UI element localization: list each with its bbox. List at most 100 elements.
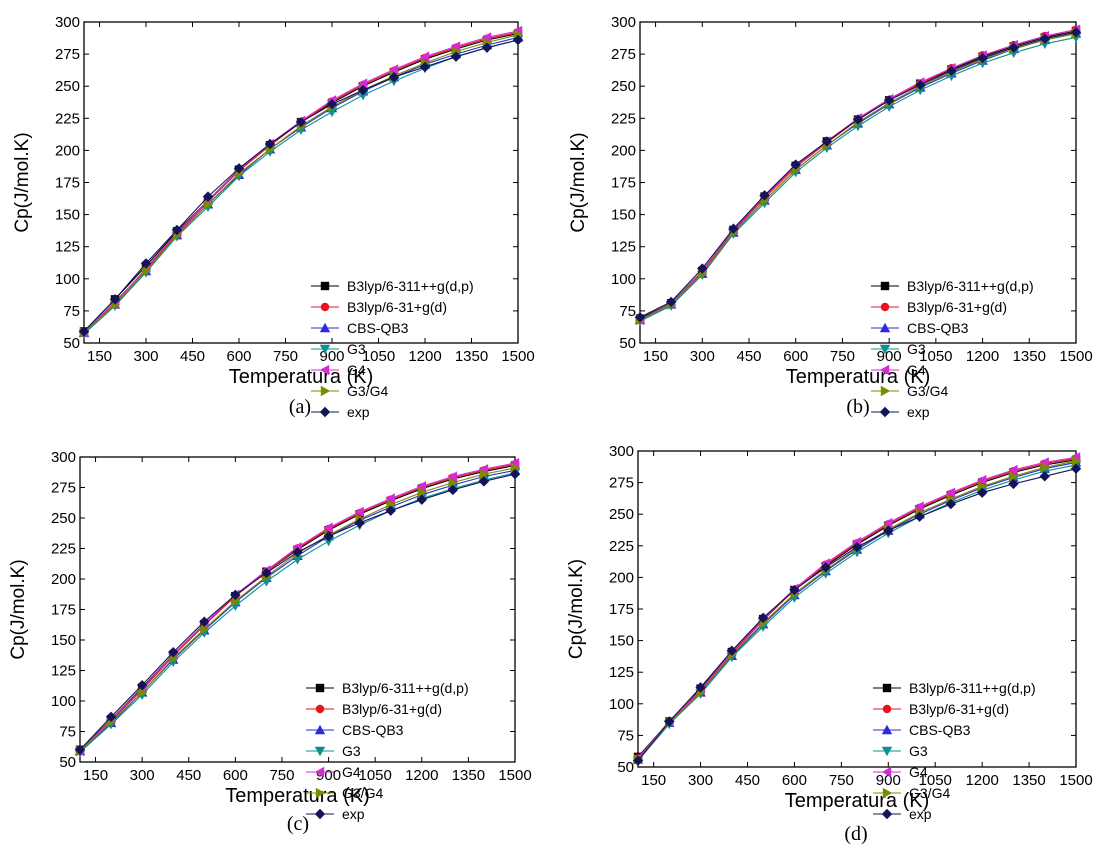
legend-label: B3lyp/6-31+g(d): [347, 299, 447, 315]
data-point: [136, 679, 148, 691]
x-tick-label: 450: [180, 348, 205, 365]
data-point: [697, 263, 708, 274]
data-point: [386, 499, 396, 510]
legend-label: B3lyp/6-311++g(d,p): [347, 278, 474, 294]
data-point: [357, 84, 369, 96]
x-tick-label: 600: [783, 348, 808, 365]
y-tick-label: 275: [611, 46, 636, 63]
series-line: [79, 463, 516, 752]
x-tick-label: 150: [641, 772, 666, 789]
chart-panel-a: 50 75 100 125 150 175 200 225 250 275 300 150 300 450…: [12, 14, 535, 420]
x-tick-label: 1050: [919, 772, 952, 789]
data-point: [757, 612, 769, 624]
series-0: [633, 455, 1081, 762]
legend-marker: [319, 322, 331, 333]
y-axis-label: Cp(J/mol.K): [8, 559, 29, 659]
plot-frame: [639, 21, 1077, 344]
x-tick-label: 1350: [1013, 348, 1046, 365]
legend-marker: [881, 724, 893, 735]
x-tick-label: 150: [87, 348, 112, 365]
legend-label: G3/G4: [909, 785, 950, 801]
legend-marker: [315, 683, 325, 693]
data-point: [354, 517, 365, 529]
data-point: [295, 116, 307, 128]
series-5: [75, 462, 521, 757]
legend-label: G4: [347, 362, 366, 378]
series-6: [74, 468, 521, 755]
data-point: [137, 687, 148, 698]
x-tick-label: 1350: [1012, 772, 1045, 789]
legend-label: G3: [909, 743, 928, 759]
x-tick-label: 450: [736, 348, 761, 365]
y-tick-label: 200: [611, 142, 636, 159]
legend-marker: [880, 281, 890, 291]
data-point: [416, 494, 427, 505]
y-tick-label: 300: [51, 449, 76, 466]
data-point: [851, 541, 863, 553]
y-axis-label: Cp(J/mol.K): [568, 132, 589, 232]
data-point: [914, 511, 925, 522]
y-tick-label: 200: [51, 571, 76, 588]
y-tick-label: 300: [609, 443, 634, 460]
x-tick-label: 1500: [498, 767, 531, 784]
x-tick-label: 1500: [1059, 348, 1092, 365]
data-point: [450, 51, 462, 62]
series-line: [79, 464, 516, 751]
y-tick-label: 125: [55, 239, 80, 256]
series-line: [637, 459, 1077, 758]
x-tick-label: 300: [688, 772, 713, 789]
legend-marker: [882, 704, 892, 714]
data-point: [883, 517, 893, 529]
y-tick-label: 175: [609, 601, 634, 618]
data-point: [323, 522, 333, 533]
series-1: [633, 454, 1081, 763]
x-tick-label: 1200: [405, 767, 438, 784]
x-axis-label: Temperatura (K): [225, 785, 370, 807]
plot-frame: [79, 456, 516, 763]
data-point: [509, 468, 521, 480]
x-tick-label: 750: [269, 767, 294, 784]
y-tick-label: 175: [55, 175, 80, 192]
data-point: [292, 546, 303, 558]
y-tick-label: 275: [55, 46, 80, 63]
legend-label: B3lyp/6-311++g(d,p): [909, 680, 1036, 696]
data-point: [634, 312, 646, 323]
data-point: [510, 462, 521, 474]
data-point: [915, 79, 926, 91]
x-axis-label: Temperatura (K): [785, 790, 930, 812]
data-point: [168, 647, 179, 658]
series-6: [632, 463, 1082, 766]
series-line: [79, 472, 516, 753]
legend-marker: [315, 787, 326, 799]
data-point: [946, 65, 957, 76]
legend-label: G4: [909, 764, 928, 780]
y-tick-label: 250: [609, 506, 634, 523]
x-tick-label: 600: [226, 348, 251, 365]
chart-panel-d: 50 75 100 125 150 175 200 225 250 275 300 150 300 450…: [566, 443, 1093, 845]
data-point: [759, 190, 770, 201]
data-point: [448, 477, 459, 488]
legend-marker: [314, 724, 326, 735]
data-point: [821, 136, 833, 147]
series-3: [74, 468, 521, 758]
legend-label: exp: [909, 806, 932, 822]
x-tick-label: 600: [223, 767, 248, 784]
legend: B3lyp/6-311++g(d,p) B3lyp/6-31+g(d) CBS-QB…: [306, 680, 469, 822]
series-2: [74, 465, 521, 756]
data-point: [385, 505, 396, 516]
series-2: [632, 457, 1082, 764]
data-point: [261, 567, 272, 579]
x-tick-label: 300: [130, 767, 155, 784]
y-tick-label: 200: [609, 569, 634, 586]
y-tick-label: 100: [609, 696, 634, 713]
series-6: [78, 34, 524, 337]
legend-label: G3: [342, 743, 361, 759]
series-line: [79, 467, 516, 752]
data-point: [1070, 463, 1082, 474]
x-tick-label: 450: [735, 772, 760, 789]
data-point: [945, 498, 957, 510]
y-tick-label: 125: [51, 663, 76, 680]
y-tick-label: 225: [55, 110, 80, 127]
y-tick-label: 50: [617, 759, 634, 776]
y-tick-label: 125: [611, 239, 636, 256]
